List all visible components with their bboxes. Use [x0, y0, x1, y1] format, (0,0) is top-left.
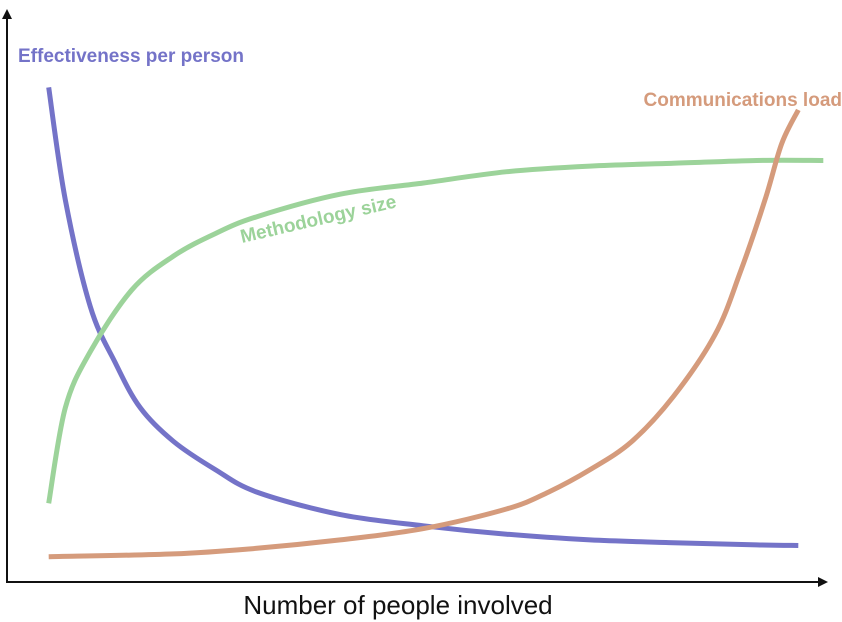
series-label-communications-load: Communications load [644, 90, 842, 111]
series-line-methodology-size [46, 157, 824, 504]
series-label-effectiveness-per-person: Effectiveness per person [18, 46, 244, 67]
x-axis-label: Number of people involved [243, 590, 552, 620]
series-layer [46, 87, 824, 560]
series-line-effectiveness-per-person [46, 87, 799, 548]
series-line-communications-load [48, 108, 801, 560]
